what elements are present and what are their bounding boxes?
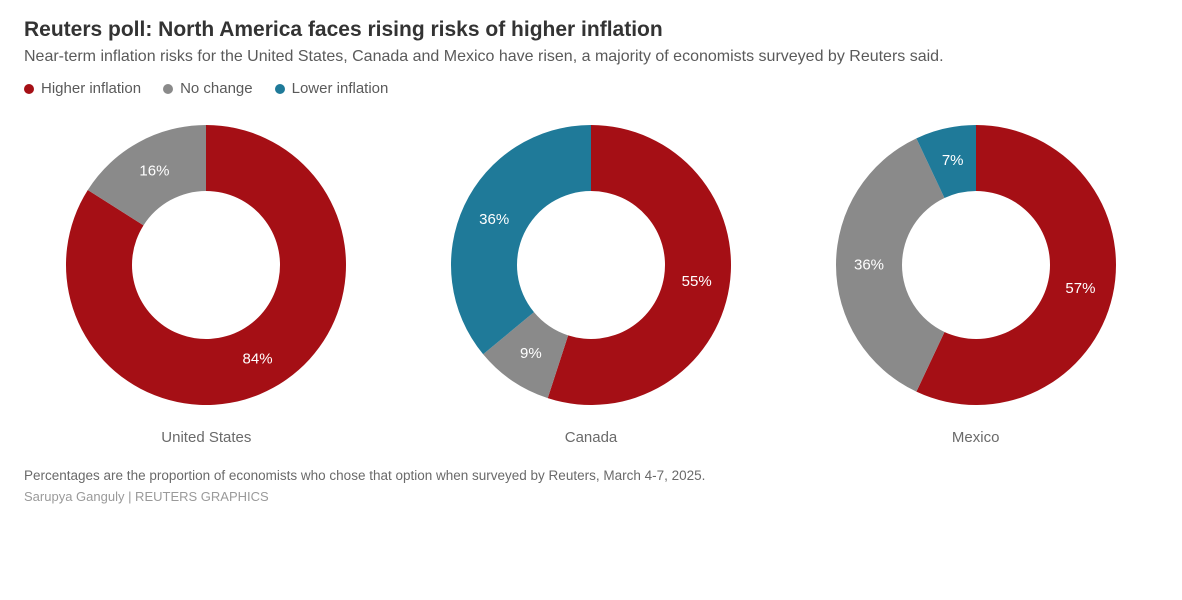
chart-subtitle: Near-term inflation risks for the United… xyxy=(24,48,1158,66)
slice-label-no_change: 9% xyxy=(520,345,542,362)
country-label: Canada xyxy=(565,429,618,446)
slice-label-higher: 55% xyxy=(682,273,712,290)
donut-chart: 55% 9% 36% xyxy=(431,105,751,425)
donut-slice-lower xyxy=(451,125,591,354)
charts-row: 84% 16% United States 55% 9% 36% Canada 57% 36% 7… xyxy=(24,105,1158,446)
legend-swatch-lower xyxy=(275,84,285,94)
slice-label-lower: 7% xyxy=(941,152,963,169)
legend-label-nochange: No change xyxy=(180,80,253,97)
legend-label-lower: Lower inflation xyxy=(292,80,389,97)
country-label: United States xyxy=(161,429,251,446)
donut-chart: 84% 16% xyxy=(46,105,366,425)
donut-chart: 57% 36% 7% xyxy=(816,105,1136,425)
chart-cell: 55% 9% 36% Canada xyxy=(409,105,774,446)
legend-item-lower: Lower inflation xyxy=(275,80,389,97)
legend-swatch-higher xyxy=(24,84,34,94)
country-label: Mexico xyxy=(952,429,1000,446)
slice-label-lower: 36% xyxy=(479,211,509,228)
legend-label-higher: Higher inflation xyxy=(41,80,141,97)
chart-title: Reuters poll: North America faces rising… xyxy=(24,18,1158,42)
legend-swatch-nochange xyxy=(163,84,173,94)
slice-label-no_change: 16% xyxy=(140,163,170,180)
donut-slice-no_change xyxy=(836,138,944,391)
slice-label-higher: 84% xyxy=(243,350,273,367)
chart-cell: 84% 16% United States xyxy=(24,105,389,446)
byline: Sarupya Ganguly | REUTERS GRAPHICS xyxy=(24,489,1158,504)
legend-item-nochange: No change xyxy=(163,80,253,97)
legend-item-higher: Higher inflation xyxy=(24,80,141,97)
footnote: Percentages are the proportion of econom… xyxy=(24,468,1158,483)
chart-cell: 57% 36% 7% Mexico xyxy=(793,105,1158,446)
slice-label-higher: 57% xyxy=(1065,280,1095,297)
legend: Higher inflation No change Lower inflati… xyxy=(24,80,1158,97)
slice-label-no_change: 36% xyxy=(854,257,884,274)
figure-container: Reuters poll: North America faces rising… xyxy=(0,0,1182,516)
